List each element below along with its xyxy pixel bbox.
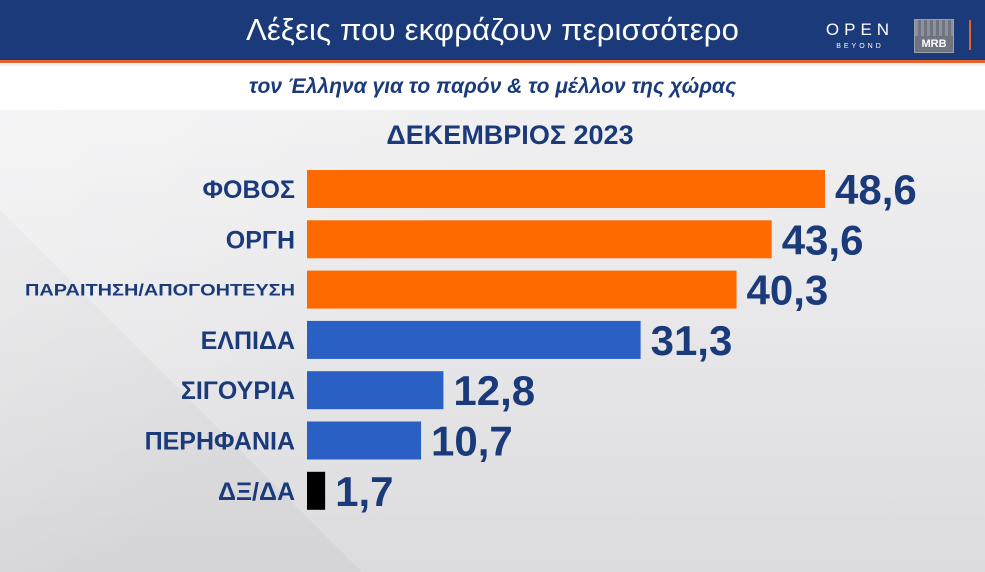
open-logo: OPEN <box>825 20 895 39</box>
value-label: 10,7 <box>431 418 513 465</box>
open-logo-tagline: BEYOND <box>836 43 884 50</box>
category-label: ΠΕΡΗΦΑΝΙΑ <box>145 428 295 456</box>
bar <box>307 320 641 359</box>
category-label: ΔΞ/ΔΑ <box>218 478 295 506</box>
page-title: Λέξεις που εκφράζουν περισσότερο <box>245 12 740 47</box>
value-label: 48,6 <box>835 166 917 213</box>
value-label: 12,8 <box>453 367 535 414</box>
mrb-logo-stripes <box>915 20 953 36</box>
subtitle-bar: τον Έλληνα για το παρόν & το μέλλον της … <box>0 66 985 110</box>
category-label: ΦΟΒΟΣ <box>203 176 295 204</box>
value-label: 43,6 <box>782 216 864 263</box>
mrb-logo: MRB <box>914 19 954 53</box>
bar <box>307 471 326 510</box>
value-label: 1,7 <box>335 468 393 515</box>
category-label: ΕΛΠΙΔΑ <box>201 327 295 355</box>
bar <box>307 170 825 208</box>
category-label: ΟΡΓΗ <box>226 226 295 254</box>
value-label: 40,3 <box>747 267 829 314</box>
value-label: 31,3 <box>651 317 733 364</box>
chart-title: ΔΕΚΕΜΒΡΙΟΣ 2023 <box>386 120 634 150</box>
bar <box>307 421 422 460</box>
bar <box>307 270 737 309</box>
logo-separator <box>969 20 971 50</box>
category-label: ΠΑΡΑΙΤΗΣΗ/ΑΠΟΓΟΗΤΕΥΣΗ <box>25 281 295 300</box>
header-bar: Λέξεις που εκφράζουν περισσότερο OPEN BE… <box>0 0 985 63</box>
category-label: ΣΙΓΟΥΡΙΑ <box>181 377 295 405</box>
mrb-logo-text: MRB <box>921 38 947 50</box>
page-subtitle: τον Έλληνα για το παρόν & το μέλλον της … <box>248 75 737 98</box>
bar <box>307 371 444 410</box>
bar <box>307 220 772 259</box>
